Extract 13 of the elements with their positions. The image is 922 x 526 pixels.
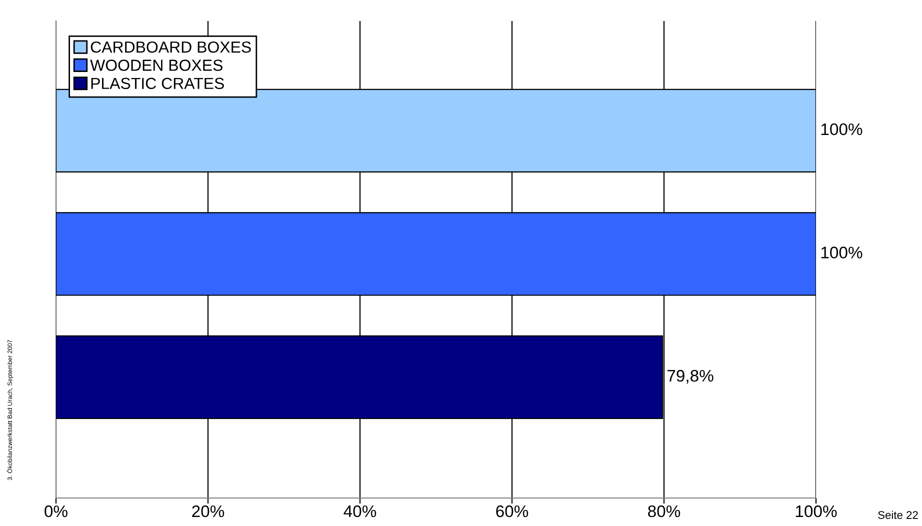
x-tick-label: 40% [344,505,376,518]
data-label: 100% [821,246,862,258]
x-tick-label: 20% [192,505,224,518]
data-label: 100% [821,123,862,136]
text: Seite 22 [878,510,918,519]
x-tick-label: 60% [496,505,528,518]
x-tick-label: 100% [796,505,837,518]
legend-label: WOODEN BOXES [90,60,222,71]
x-tick-label: 0% [44,505,68,518]
legend-label: CARDBOARD BOXES [90,41,251,53]
x-tick-label: 80% [648,505,680,518]
legend-label: PLASTIC CRATES [91,78,224,90]
data-label: 79,8% [668,370,714,384]
